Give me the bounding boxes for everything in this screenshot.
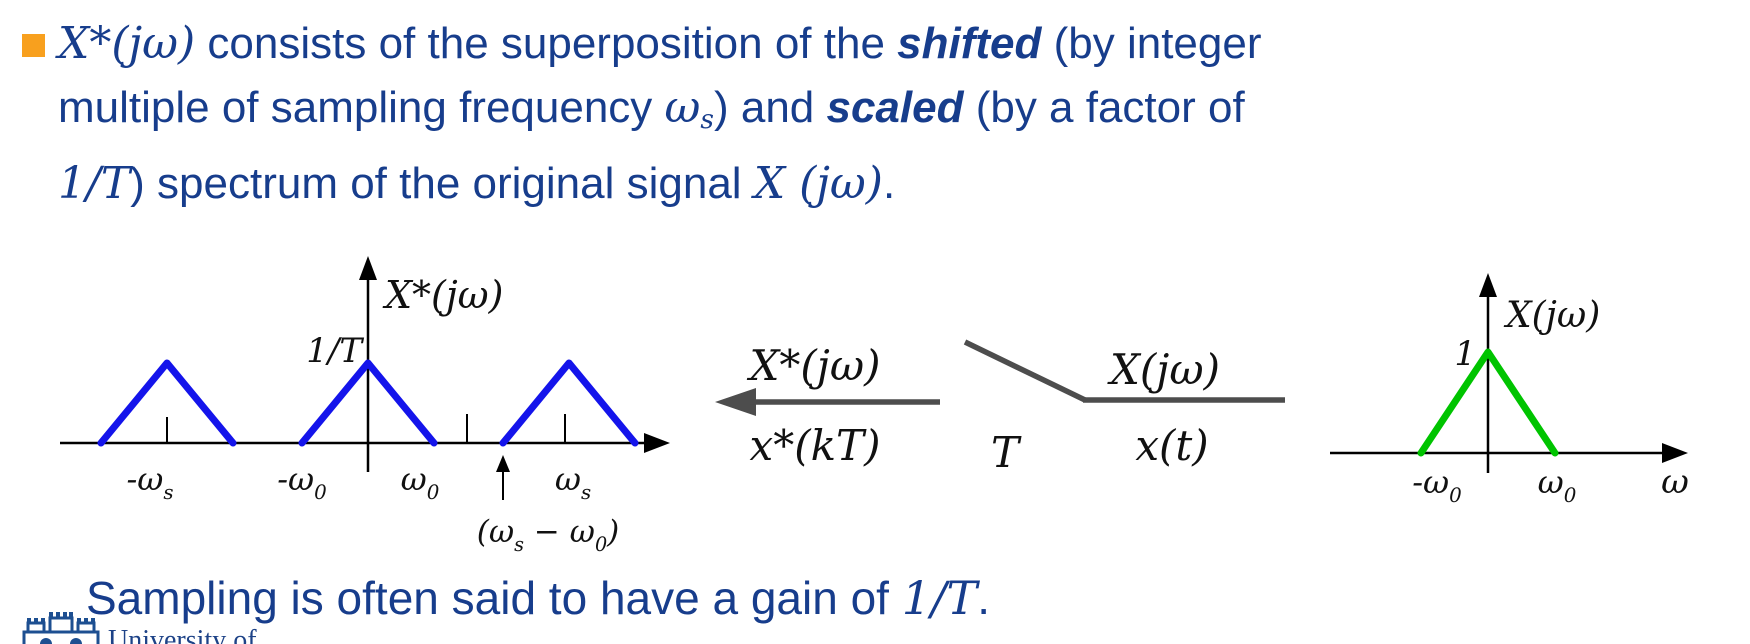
annotation-ws-minus-w0: (ωs − ω0)	[477, 514, 620, 556]
castle-merlon	[63, 612, 67, 618]
bullet-paragraph: X*(jω) consists of the superposition of …	[58, 12, 1618, 216]
castle-merlon	[34, 618, 38, 623]
university-logo-castle-icon	[22, 612, 100, 644]
math-one-over-T: 1/T	[58, 157, 131, 209]
castle-merlon	[84, 618, 88, 623]
input-freq-label: X(jω)	[1107, 345, 1220, 394]
castle-center-tower	[48, 616, 74, 634]
castle-merlon	[49, 612, 53, 618]
spectrum-replica-neg-ws	[97, 359, 237, 447]
label-w0-main: ω	[1538, 463, 1564, 501]
bullet-line-3: 1/T) spectrum of the original signal X (…	[58, 152, 1618, 216]
math-X-jw: X (jω)	[753, 157, 883, 209]
peak-value-label: 1/T	[306, 331, 364, 371]
castle-merlon	[69, 612, 73, 618]
footer-period: .	[977, 572, 990, 624]
peak-value-label: 1	[1454, 334, 1476, 374]
y-axis-label: X(jω)	[1503, 295, 1600, 336]
bullet-line-3-text: ) spectrum of the original signal	[130, 158, 754, 208]
bullet-line-1-text: consists of the superposition of the	[195, 19, 898, 68]
emphasis-shifted: shifted	[897, 19, 1042, 68]
label-neg-w0: -ω0	[1412, 463, 1462, 507]
y-axis-arrowhead-icon	[1479, 273, 1497, 297]
annotation-p1: (ω	[477, 514, 514, 550]
label-w0: ω0	[401, 460, 440, 504]
bullet-line-1: X*(jω) consists of the superposition of …	[58, 12, 1618, 76]
spectrum-baseband	[298, 359, 438, 447]
bullet-line-2-text: multiple of sampling frequency	[58, 83, 665, 132]
label-w0-sub: 0	[1564, 484, 1577, 507]
label-omega: ω	[1661, 462, 1689, 502]
annotation-p2: − ω	[524, 514, 595, 550]
label-w0: ω0	[1538, 463, 1577, 507]
castle-window	[40, 638, 52, 644]
castle-merlon	[56, 612, 60, 618]
university-logo-caption: University of	[108, 625, 257, 644]
sampled-spectrum-chart: X*(jω) 1/T -ωs -ω0 ω0 ωs (ωs − ω0)	[60, 256, 670, 556]
emphasis-scaled: scaled	[826, 83, 964, 132]
output-freq-label: X*(jω)	[747, 341, 881, 390]
footer-sentence: Sampling is often said to have a gain of…	[86, 566, 990, 630]
sampling-period-label: T	[991, 428, 1022, 477]
bullet-line-2: multiple of sampling frequency ωs) and s…	[58, 76, 1618, 152]
label-ws-sub: s	[581, 481, 591, 504]
switch-blade	[963, 339, 1087, 403]
annotation-arrowhead-icon	[496, 455, 510, 472]
castle-merlon	[27, 618, 31, 623]
math-omega: ω	[664, 82, 701, 133]
bullet-line-3-period: .	[882, 158, 896, 208]
input-time-label: x(t)	[1135, 421, 1208, 470]
original-spectrum-chart: X(jω) 1 -ω0 ω0 ω	[1330, 273, 1689, 507]
castle-window	[70, 638, 82, 644]
label-neg-ws: -ωs	[126, 460, 173, 504]
y-axis-arrowhead-icon	[359, 256, 377, 280]
label-ws: ωs	[555, 460, 591, 504]
footer-text: Sampling is often said to have a gain of	[86, 572, 902, 624]
bullet-line-2-tail: (by a factor of	[963, 83, 1245, 132]
castle-merlon	[77, 618, 81, 623]
label-neg-ws-main: -ω	[126, 460, 163, 498]
annotation-sub2: 0	[595, 533, 607, 556]
output-arrowhead-icon	[715, 388, 756, 416]
bullet-marker	[22, 34, 45, 57]
castle-wall	[22, 630, 100, 644]
bullet-line-2-mid: ) and	[713, 83, 827, 132]
annotation-sub1: s	[514, 533, 524, 556]
label-neg-w0: -ω0	[277, 460, 327, 504]
castle-merlon	[91, 618, 95, 623]
y-axis-label: X*(jω)	[382, 273, 503, 317]
castle-merlon	[41, 618, 45, 623]
label-neg-w0-main: -ω	[277, 460, 314, 498]
label-w0-sub: 0	[427, 481, 440, 504]
label-neg-w0-sub: 0	[314, 481, 327, 504]
output-time-label: x*(kT)	[750, 421, 881, 470]
spectrum-triangle	[1417, 348, 1559, 457]
label-neg-ws-sub: s	[163, 481, 173, 504]
x-axis-arrowhead-icon	[1662, 443, 1688, 463]
label-w0-main: ω	[401, 460, 427, 498]
sampler-diagram: X*(jω) x*(kT) T X(jω) x(t)	[715, 339, 1285, 477]
footer-math-one-over-T: 1/T	[901, 571, 978, 625]
spectrum-replica-ws	[499, 359, 639, 447]
math-omega-sub-s: s	[700, 103, 714, 135]
annotation-p3: )	[606, 514, 619, 550]
x-axis-arrowhead-icon	[644, 433, 670, 453]
bullet-line-1-tail: (by integer	[1041, 19, 1262, 68]
label-ws-main: ω	[555, 460, 581, 498]
math-x-star-jw: X*(jω)	[58, 18, 196, 69]
label-neg-w0-sub: 0	[1449, 484, 1462, 507]
label-neg-w0-main: -ω	[1412, 463, 1449, 501]
